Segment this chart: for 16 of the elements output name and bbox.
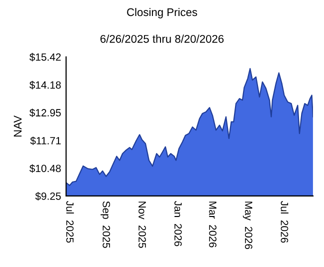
- x-tick-label: Jul 2025: [66, 201, 74, 243]
- y-tick-label: $14.18: [29, 80, 61, 90]
- x-tick-label: Sep 2025: [100, 201, 110, 248]
- x-tick-label: May 2026: [242, 202, 252, 250]
- x-tick-label: Mar 2026: [209, 202, 216, 248]
- y-tick-label: $15.42: [29, 52, 61, 62]
- x-tick-label: Nov 2025: [138, 202, 146, 248]
- chart-title: Closing Prices: [127, 8, 198, 18]
- y-tick-label: $11.71: [30, 136, 61, 146]
- y-axis-title: NAV: [14, 115, 22, 137]
- x-tick-label: Jul 2026: [280, 201, 288, 243]
- x-tick-label: Jan 2026: [174, 201, 182, 246]
- y-tick-label: $12.95: [29, 108, 61, 118]
- y-tick-label: $9.25: [35, 192, 61, 200]
- chart-subtitle: 6/26/2025 thru 8/20/2026: [100, 34, 224, 43]
- y-tick-label: $10.48: [29, 164, 61, 173]
